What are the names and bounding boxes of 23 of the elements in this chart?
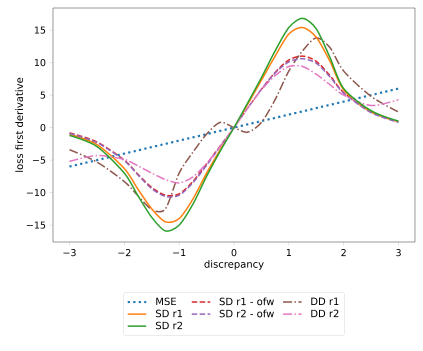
x-tick-label: 3	[396, 249, 401, 256]
legend-label: SD r2	[156, 322, 182, 330]
legend-label: SD r1	[156, 310, 182, 318]
x-tick-label: 1	[286, 249, 291, 256]
y-tick-label: −5	[32, 156, 46, 164]
legend-label: MSE	[156, 298, 176, 306]
y-axis-title: loss first derivative	[15, 78, 24, 172]
legend-label: SD r1 - ofw	[220, 298, 274, 306]
y-tick-label: −15	[26, 222, 46, 229]
legend-label: DD r1	[311, 298, 338, 305]
legend-label: SD r2 - ofw	[220, 310, 274, 318]
y-tick-label: 15	[34, 26, 46, 34]
y-tick-label: 10	[34, 59, 46, 66]
x-tick-label: 0	[232, 249, 236, 256]
x-tick-label: −3	[63, 249, 76, 256]
x-tick-label: −2	[118, 249, 130, 256]
legend-label: DD r2	[311, 310, 338, 318]
x-axis-title: discrepancy	[204, 260, 264, 270]
y-tick-label: −10	[26, 189, 46, 196]
y-tick-label: 0	[40, 124, 46, 132]
y-tick-label: 5	[40, 92, 46, 99]
x-tick-label: −1	[173, 249, 186, 256]
x-tick-label: 2	[341, 249, 346, 256]
